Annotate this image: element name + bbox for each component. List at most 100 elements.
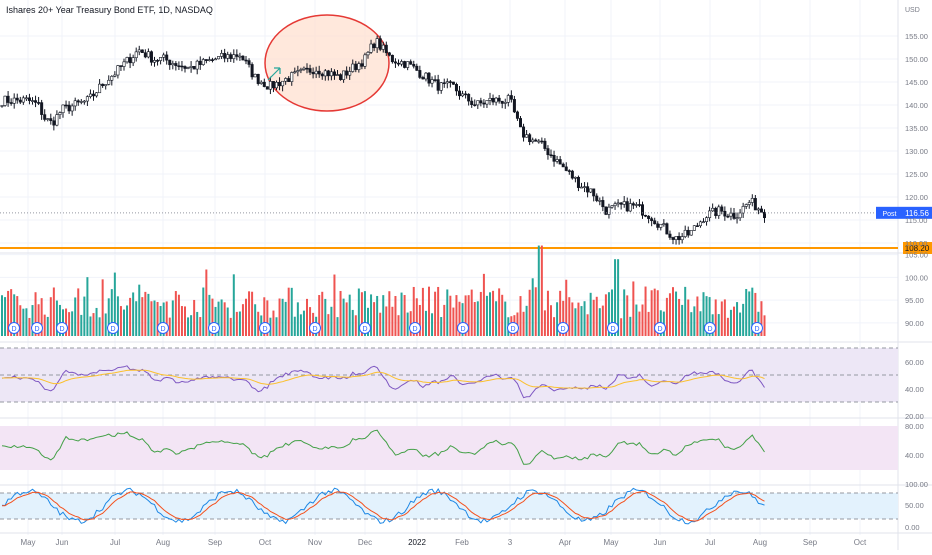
price-tick-label: 115.00 [905, 216, 927, 225]
dividend-marker[interactable] [259, 322, 271, 334]
candle-body [311, 71, 315, 75]
volume-bar [644, 286, 647, 336]
volume-bar [159, 306, 162, 336]
support-level-badge [903, 242, 932, 254]
volume-bar [13, 294, 16, 336]
x-tick-label: 3 [508, 538, 513, 547]
volume-bar [284, 301, 287, 336]
volume-bar [193, 299, 196, 336]
dividend-marker[interactable] [31, 322, 43, 334]
volume-bar [162, 302, 165, 336]
volume-bar [489, 292, 491, 336]
candle-body [357, 63, 361, 70]
volume-bar [550, 305, 552, 336]
dividend-marker[interactable] [457, 322, 469, 334]
candle-body [442, 82, 446, 85]
dividend-marker[interactable] [409, 322, 421, 334]
candle-body [409, 61, 413, 65]
volume-bar [254, 304, 257, 336]
candle-body [345, 70, 349, 76]
last-price-value: 116.56 [905, 209, 929, 218]
candle-body [207, 59, 211, 61]
dividend-marker[interactable] [751, 322, 763, 334]
candle-body [168, 59, 172, 66]
candle-body [220, 53, 224, 57]
volume-bar [668, 293, 671, 336]
candle-body [448, 81, 452, 83]
candle-body [634, 204, 638, 206]
x-tick-label: Aug [753, 538, 767, 547]
annotation-arrow [267, 67, 281, 81]
volume-bar [251, 291, 254, 336]
stoch-band [0, 493, 898, 519]
candle-body [256, 73, 260, 84]
candle-body [290, 72, 294, 82]
dividend-marker[interactable] [157, 322, 169, 334]
volume-bar [327, 314, 330, 336]
x-tick-label: May [20, 538, 35, 547]
candle-body [525, 134, 529, 138]
price-tick-label: 120.00 [905, 193, 928, 202]
dividend-marker[interactable] [359, 322, 371, 334]
dividend-marker[interactable] [704, 322, 716, 334]
volume-bar [498, 288, 501, 336]
candle-body [250, 64, 254, 78]
volume-bar [156, 301, 159, 336]
price-tick-label: 110.00 [905, 239, 927, 248]
candle-body [183, 66, 187, 69]
candle-body [37, 102, 41, 104]
dividend-marker-label: D [110, 326, 115, 333]
volume-bar [620, 318, 623, 336]
dividend-marker-label: D [707, 326, 712, 333]
volume-bar [546, 290, 549, 336]
dividend-marker[interactable] [8, 322, 20, 334]
volume-bar [479, 291, 482, 336]
candle-body [445, 81, 449, 84]
price-tick-label: 95.00 [905, 296, 924, 305]
dividend-marker[interactable] [654, 322, 666, 334]
dividend-marker[interactable] [607, 322, 619, 334]
volume-bar [577, 302, 580, 336]
dividend-marker[interactable] [557, 322, 569, 334]
candle-body [717, 206, 721, 216]
candle-body [665, 223, 669, 235]
candle-body [217, 56, 221, 60]
dividend-marker[interactable] [507, 322, 519, 334]
candle-body [622, 201, 626, 205]
dividend-marker-label: D [34, 326, 39, 333]
volume-bar [330, 306, 333, 336]
candle-body [644, 214, 648, 217]
dividend-marker-label: D [262, 326, 267, 333]
osc2-line [1, 429, 765, 465]
volume-bar [678, 298, 681, 336]
volume-bar [614, 259, 617, 336]
volume-bar [333, 274, 336, 336]
candle-body [418, 70, 422, 78]
volume-bar [116, 296, 119, 336]
volume-bar [290, 287, 293, 336]
candle-body [58, 112, 62, 115]
price-tick-label: 100.00 [905, 273, 928, 282]
volume-bar [635, 304, 638, 336]
volume-bar [617, 259, 620, 336]
volume-bar [443, 304, 446, 336]
annotation-ellipse[interactable] [264, 14, 390, 112]
candle-body [677, 236, 681, 241]
candle-body [451, 81, 455, 85]
dividend-marker[interactable] [309, 322, 321, 334]
candle-body [67, 104, 71, 112]
candle-body [201, 59, 205, 65]
candle-body [189, 66, 193, 68]
volume-bar [25, 308, 28, 336]
x-tick-label: Apr [559, 538, 572, 547]
volume-bar [370, 294, 373, 336]
dividend-marker[interactable] [107, 322, 119, 334]
candle-body [174, 63, 178, 67]
candle-body [271, 81, 275, 89]
candle-body [390, 54, 394, 63]
dividend-marker[interactable] [208, 322, 220, 334]
volume-bar [174, 291, 177, 336]
dividend-marker[interactable] [56, 322, 68, 334]
candle-body [543, 140, 547, 149]
